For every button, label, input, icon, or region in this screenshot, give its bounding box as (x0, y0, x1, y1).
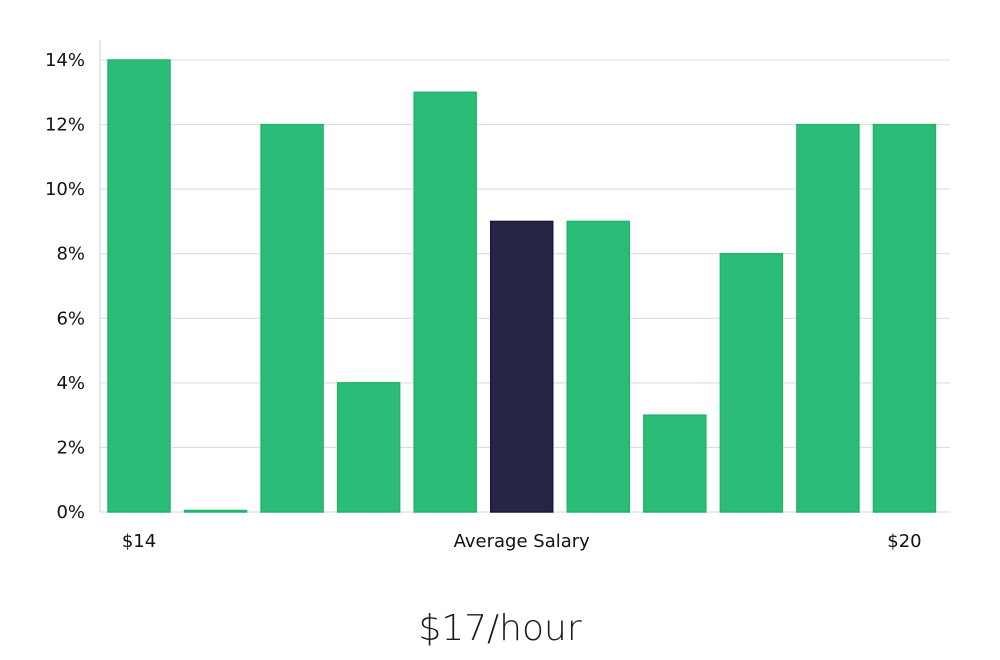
bar (643, 414, 707, 513)
x-axis-labels: $14 Average Salary $20 (122, 531, 922, 552)
y-tick-label: 12% (45, 115, 85, 136)
y-tick-label: 6% (56, 308, 85, 329)
bar (872, 123, 937, 513)
y-tick-label: 4% (56, 373, 85, 394)
bar (107, 59, 171, 513)
y-tick-label: 10% (45, 179, 85, 200)
bar (796, 123, 860, 513)
y-tick-label: 0% (56, 502, 85, 523)
bar (336, 382, 401, 513)
bar (183, 509, 248, 513)
y-tick-label: 14% (45, 50, 85, 71)
x-tick-label: $20 (887, 531, 921, 552)
bar (566, 220, 631, 513)
bar (719, 252, 784, 513)
bar (260, 123, 324, 513)
y-axis-tick-labels: 0% 2% 4% 6% 8% 10% 12% 14% (45, 50, 85, 523)
x-tick-label: $14 (122, 531, 156, 552)
y-tick-label: 2% (56, 437, 85, 458)
bars (107, 59, 937, 513)
bar-highlighted (489, 220, 554, 513)
y-tick-label: 8% (56, 244, 85, 265)
bar (413, 91, 477, 513)
x-tick-label: Average Salary (454, 531, 591, 552)
average-salary-caption: $17/hour (418, 608, 582, 649)
